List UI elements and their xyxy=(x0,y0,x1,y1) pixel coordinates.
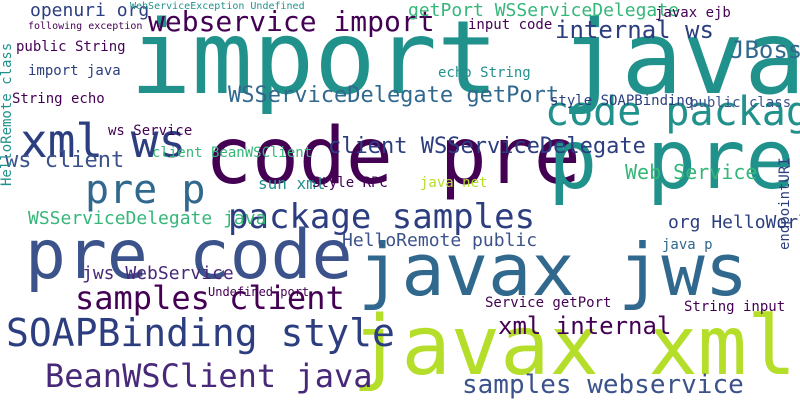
word-javax-ejb: javax ejb xyxy=(655,5,731,21)
word-code-pre: code pre xyxy=(205,112,581,202)
word-client-beanwsclient: client BeanWSClient xyxy=(152,145,313,161)
word-webserviceexception-undefined: WebServiceException Undefined xyxy=(130,1,305,12)
word-helloremote-public: HelloRemote public xyxy=(342,230,538,251)
word-public-string: public String xyxy=(16,39,126,55)
word-service-getport: Service getPort xyxy=(485,295,612,311)
word-xml-internal: xml internal xyxy=(498,312,672,340)
word-code-package: code package xyxy=(545,89,800,135)
word-jboss: JBoss xyxy=(730,36,800,64)
word-public-class: public class xyxy=(690,95,792,111)
word-webservice-import: webservice import xyxy=(148,5,435,38)
word-pre-code: pre code xyxy=(25,216,353,295)
word-package-samples: package samples xyxy=(228,197,536,237)
word-getport-wsservicedelegate: getPort WSServiceDelegate xyxy=(408,0,679,21)
word-ws-client: ws client xyxy=(5,148,125,173)
word-helloremote-class: HelloRemote class xyxy=(0,42,15,186)
word-java-net: java net xyxy=(420,175,488,191)
word-following-exception: following exception xyxy=(28,21,143,32)
word-beanwsclient-java: BeanWSClient java xyxy=(45,357,373,395)
word-samples-client: samples client xyxy=(75,279,345,317)
word-undefined-port: Undefined port xyxy=(208,285,310,299)
word-xml-ws: xml ws xyxy=(20,114,187,168)
word-endpointuri: endpointURI xyxy=(777,157,793,250)
word-wsservicedelegate-getport: WSServiceDelegate getPort xyxy=(228,83,560,108)
word-javax-xml: javax xml xyxy=(352,299,797,394)
word-sun-xml: sun xml xyxy=(258,174,326,193)
word-input-code: input code xyxy=(468,17,553,33)
word-soapbinding-style: SOAPBinding style xyxy=(6,311,395,355)
word-samples-webservice: samples webservice xyxy=(462,370,744,400)
word-import-java: import java xyxy=(28,63,121,79)
word-jws-webservice: jws WebService xyxy=(82,263,234,284)
word-style-soapbinding: style SOAPBinding xyxy=(550,93,694,109)
word-import-javax: import javax xyxy=(130,0,800,118)
word-client-wsservicedelegate: client WSServiceDelegate xyxy=(328,134,646,159)
word-web-service: Web Service xyxy=(625,160,758,184)
word-org-helloworld: org HelloWorld xyxy=(668,212,800,233)
word-string-echo: String echo xyxy=(12,91,105,107)
word-echo-string: echo String xyxy=(438,65,531,81)
word-openuri-org: openuri org xyxy=(30,0,150,21)
word-string-input: String input xyxy=(684,299,786,315)
word-p-pre: p pre xyxy=(548,113,795,208)
word-javax-jws: javax jws xyxy=(358,228,749,312)
word-pre-p: pre p xyxy=(85,167,206,213)
word-internal-ws: internal ws xyxy=(555,16,714,44)
word-ws-service: ws Service xyxy=(108,123,193,139)
word-java-p: java p xyxy=(662,237,713,253)
word-style-rpc: Style RPC xyxy=(312,175,388,191)
word-wsservicedelegate-java: WSServiceDelegate java xyxy=(28,208,267,229)
